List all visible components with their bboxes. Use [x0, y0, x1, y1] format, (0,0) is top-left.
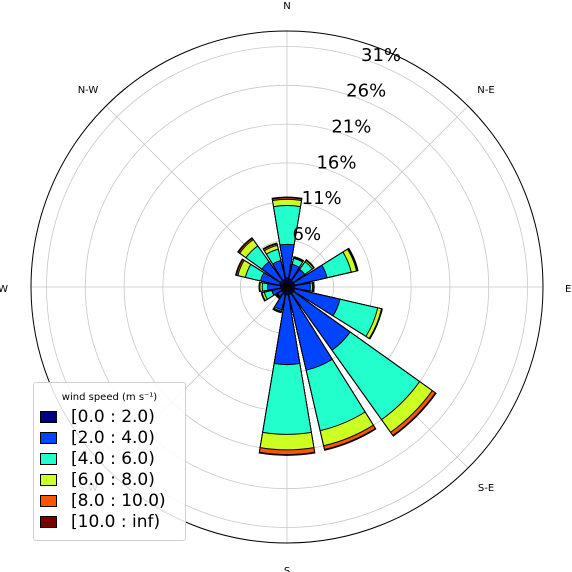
legend-swatch-2	[40, 452, 57, 465]
legend-entry-3: [6.0 : 8.0)	[34, 469, 185, 490]
legend-entry-4: [8.0 : 10.0)	[34, 490, 185, 511]
grid-spoke-n-e	[286, 105, 469, 288]
bar-sector-0-bin-0	[284, 277, 290, 288]
bar-sector-8-bin-1	[273, 286, 301, 366]
legend-label-2: [4.0 : 6.0)	[71, 448, 155, 469]
ring-label-0: 6%	[293, 224, 322, 245]
legend-label-3: [6.0 : 8.0)	[71, 469, 155, 490]
bar-sector-7-bin-1	[286, 286, 333, 371]
direction-label-w: W	[0, 284, 8, 295]
ring-label-1: 11%	[302, 188, 342, 209]
legend-swatch-1	[40, 431, 57, 444]
ring-label-4: 26%	[346, 81, 386, 102]
wind-rose-bars	[235, 196, 437, 456]
direction-label-s: S	[284, 566, 290, 572]
direction-label-n-w: N-W	[78, 85, 99, 96]
outer-circle	[30, 30, 544, 544]
ring-label-2: 16%	[316, 152, 356, 173]
legend-entry-5: [10.0 : inf)	[34, 511, 185, 532]
ring-label-5: 31%	[361, 45, 401, 66]
ring-label-3: 21%	[331, 116, 371, 137]
legend-swatch-4	[40, 494, 57, 507]
legend-title: wind speed (m s⁻¹)	[61, 392, 158, 403]
legend: wind speed (m s⁻¹) [0.0 : 2.0) [2.0 : 4.0…	[33, 382, 186, 541]
bar-sector-5-bin-1	[286, 286, 341, 317]
bar-sector-6-bin-1	[286, 286, 351, 351]
legend-label-5: [10.0 : inf)	[71, 511, 161, 532]
legend-entry-2: [4.0 : 6.0)	[34, 448, 185, 469]
direction-label-e: E	[565, 284, 571, 295]
bar-sector-12-bin-1	[267, 283, 288, 291]
legend-entry-0: [0.0 : 2.0)	[34, 406, 185, 427]
legend-label-0: [0.0 : 2.0)	[71, 406, 155, 427]
legend-swatch-0	[40, 410, 57, 423]
bar-sector-14-bin-1	[261, 261, 288, 288]
direction-label-n-e: N-E	[477, 85, 494, 96]
bar-sector-3-bin-1	[286, 264, 328, 288]
legend-swatch-5	[40, 515, 57, 528]
bar-sector-15-bin-0	[282, 278, 288, 288]
legend-entry-1: [2.0 : 4.0)	[34, 427, 185, 448]
direction-label-n: N	[283, 1, 290, 12]
direction-label-s-e: S-E	[478, 483, 494, 494]
legend-label-1: [2.0 : 4.0)	[71, 427, 155, 448]
bar-sector-4-bin-1	[286, 282, 311, 292]
legend-label-4: [8.0 : 10.0)	[71, 490, 166, 511]
legend-swatch-3	[40, 473, 57, 486]
bar-sector-0-bin-1	[279, 243, 295, 288]
